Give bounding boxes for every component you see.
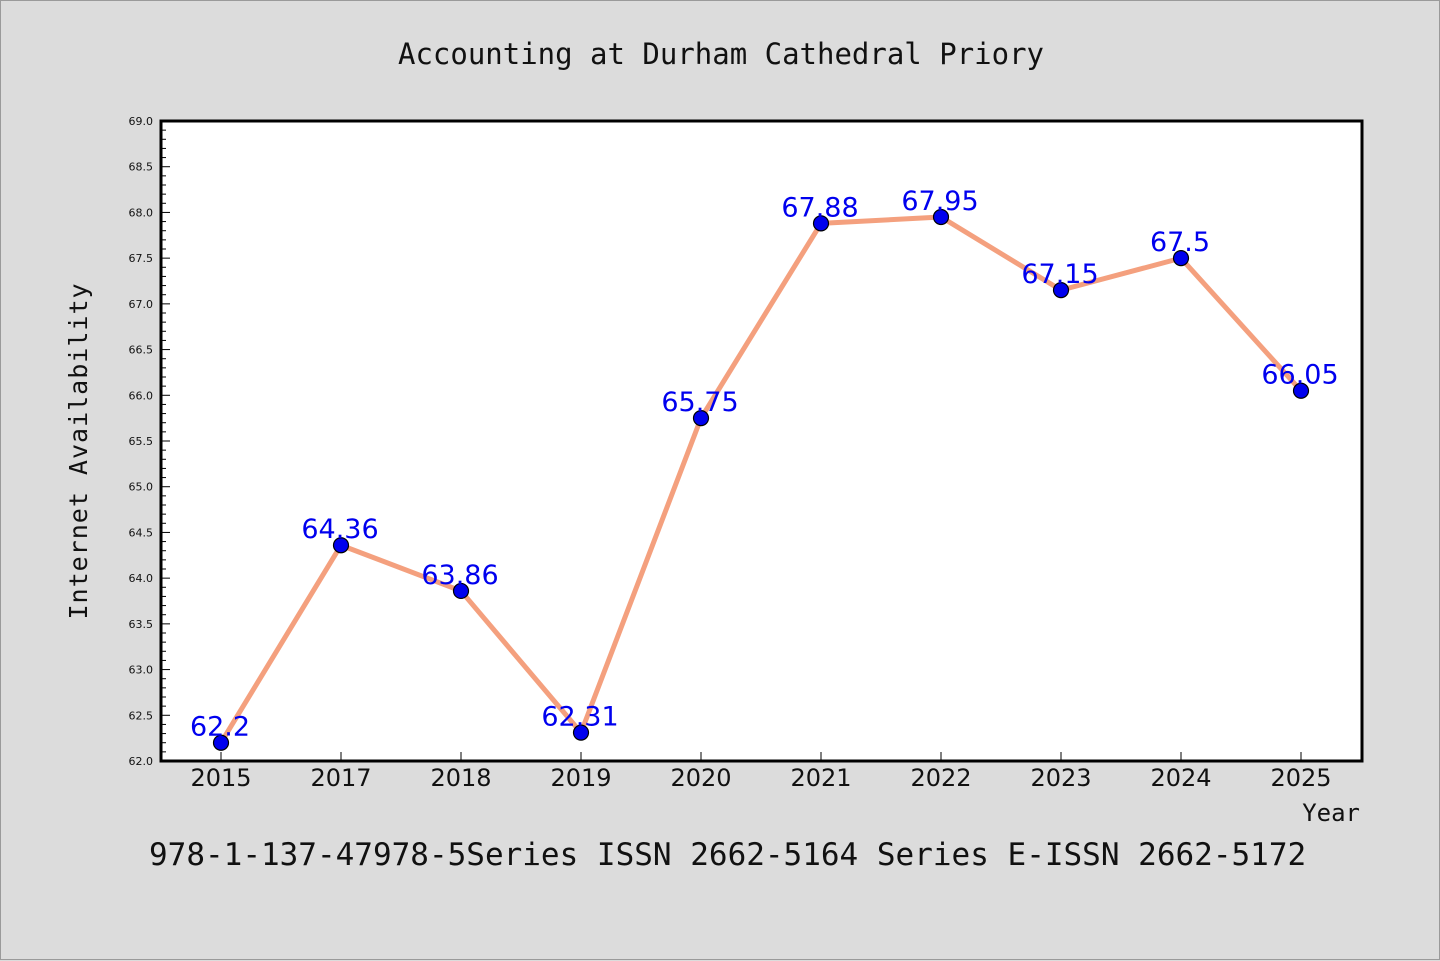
x-tick-label: 2019 — [550, 764, 611, 792]
x-axis-label: Year — [1302, 799, 1360, 827]
data-label: 62.31 — [541, 702, 618, 733]
y-tick-label: 62.5 — [129, 709, 154, 722]
series-line — [218, 214, 1303, 745]
y-tick-label: 69.0 — [129, 115, 154, 128]
data-label: 64.36 — [301, 514, 378, 545]
x-tick-label: 2021 — [790, 764, 851, 792]
data-point — [1292, 382, 1310, 399]
y-tick-label: 65.0 — [129, 481, 154, 494]
x-tick-label: 2015 — [190, 764, 251, 792]
data-label: 66.05 — [1261, 360, 1338, 391]
data-label: 67.15 — [1021, 259, 1098, 290]
footer-isbn-text: 978-1-137-47978-5Series ISSN 2662-5164 S… — [149, 837, 1306, 873]
data-point — [452, 582, 470, 600]
x-axis: 2015 2017 2018 2019 2020 2021 2022 2023 2024 2025 — [190, 752, 1332, 792]
x-tick-label: 2017 — [310, 764, 371, 792]
data-point — [1172, 250, 1190, 267]
y-tick-label: 63.0 — [129, 664, 154, 677]
y-tick-label: 68.0 — [129, 206, 154, 219]
y-tick-label: 66.5 — [129, 344, 154, 357]
y-tick-label: 67.0 — [129, 298, 154, 311]
data-label: 63.86 — [421, 560, 498, 591]
data-point — [212, 734, 230, 751]
data-point — [932, 208, 950, 226]
x-tick-label: 2024 — [1150, 764, 1211, 792]
y-tick-label: 65.5 — [129, 435, 154, 448]
data-point — [572, 724, 590, 741]
y-tick-label: 64.0 — [129, 572, 154, 585]
data-label: 67.95 — [901, 186, 978, 217]
data-point — [332, 537, 350, 554]
chart-title: Accounting at Durham Cathedral Priory — [398, 37, 1044, 71]
x-tick-label: 2018 — [430, 764, 491, 792]
x-tick-label: 2025 — [1270, 764, 1331, 792]
y-tick-label: 63.5 — [129, 618, 154, 631]
y-tick-label: 67.5 — [129, 252, 154, 265]
data-label: 67.88 — [781, 192, 858, 223]
y-tick-label: 64.5 — [129, 526, 154, 539]
x-tick-label: 2020 — [670, 764, 731, 792]
series-markers — [212, 208, 1310, 751]
y-tick-label: 68.5 — [129, 161, 154, 174]
x-tick-label: 2023 — [1030, 764, 1091, 792]
data-point — [1052, 282, 1070, 299]
data-point — [812, 215, 830, 232]
data-labels: 62.2 64.36 63.86 62.31 65.75 67.88 67.95 67.15 6… — [190, 186, 1339, 743]
data-label: 65.75 — [661, 387, 738, 418]
y-axis: 62.0 62.5 63.0 63.5 64.0 64.5 65.0 65.5 66.0 66.5… — [129, 115, 170, 768]
plot-area — [159, 119, 1364, 763]
y-tick-label: 62.0 — [129, 755, 154, 768]
y-tick-label: 66.0 — [129, 389, 154, 402]
data-label: 62.2 — [190, 712, 250, 743]
x-tick-label: 2022 — [910, 764, 971, 792]
data-label: 67.5 — [1150, 227, 1210, 258]
y-axis-label: Internet Availability — [64, 282, 93, 619]
data-point — [692, 410, 710, 427]
